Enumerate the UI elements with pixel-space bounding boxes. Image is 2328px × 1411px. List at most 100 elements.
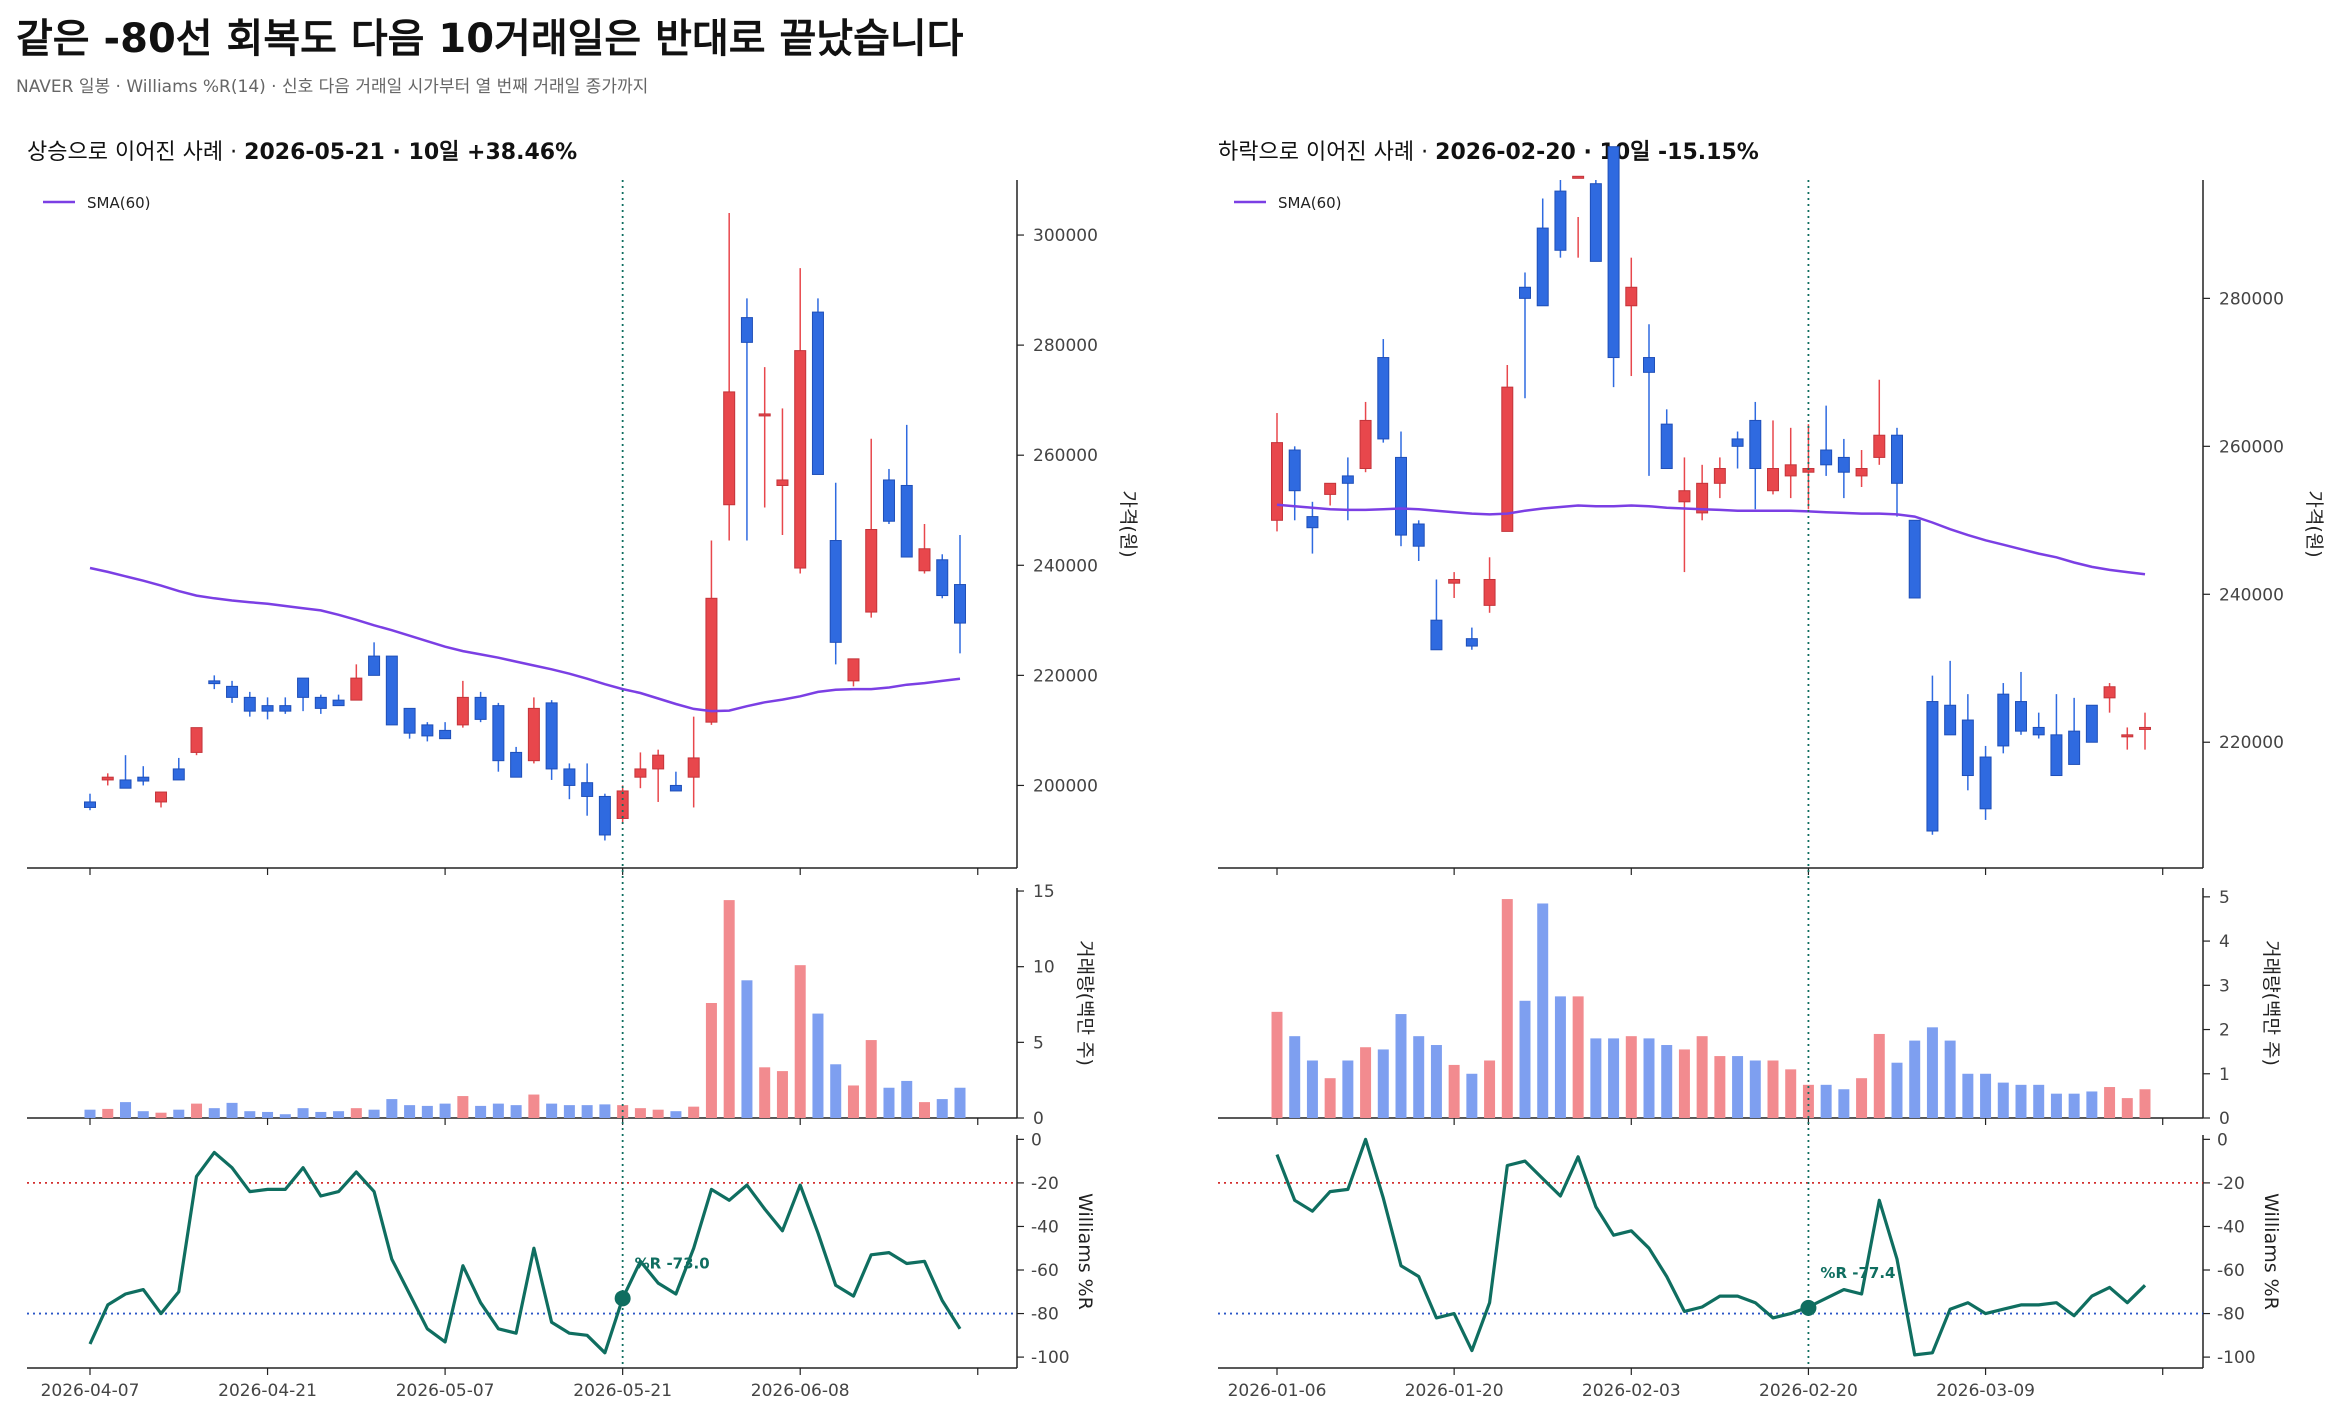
right-signal-label: %R -77.4 <box>1820 1264 1895 1282</box>
left-volume-bar <box>723 900 735 1118</box>
left-price-tick-label: 200000 <box>1033 776 1098 796</box>
right-volume-bar <box>1537 903 1549 1118</box>
left-volume-bar <box>262 1111 274 1118</box>
right-candle-body <box>1572 175 1585 179</box>
right-volume-tick-label: 0 <box>2219 1109 2230 1129</box>
right-volume-bar <box>1466 1073 1478 1118</box>
page-subtitle: NAVER 일봉 · Williams %R(14) · 신호 다음 거래일 시… <box>16 77 649 97</box>
right-panel-title: 하락으로 이어진 사례 · 2026-02-20 · 10일 -15.15% <box>1218 134 1759 166</box>
right-volume-bar <box>1448 1064 1460 1118</box>
left-volume-bar <box>208 1108 220 1118</box>
right-volume-tick-label: 1 <box>2219 1065 2230 1085</box>
right-candle-body <box>1820 449 1833 466</box>
left-volume-bar <box>457 1096 469 1118</box>
right-candle-body <box>1678 490 1691 503</box>
left-volume-bar <box>776 1071 788 1118</box>
left-price-tick-label: 280000 <box>1033 336 1098 356</box>
right-x-tick-label: 2026-02-20 <box>1759 1381 1858 1401</box>
right-volume-bar <box>2104 1087 2116 1118</box>
left-candle-body <box>829 540 842 643</box>
left-price-tick-label: 300000 <box>1033 226 1098 246</box>
right-volume-bar <box>1608 1038 1620 1118</box>
right-candle-body <box>1767 468 1779 492</box>
right-x-tick-label: 2026-02-03 <box>1582 1381 1681 1401</box>
left-candle-body <box>101 776 114 781</box>
left-candle-body <box>705 597 718 723</box>
right-candle-body <box>1696 482 1709 514</box>
right-volume-bar <box>1306 1060 1318 1118</box>
left-volume-bar <box>670 1111 682 1118</box>
right-candle-body <box>2121 734 2134 738</box>
left-candle-body <box>545 702 558 770</box>
left-x-tick-label: 2026-04-07 <box>41 1381 140 1401</box>
left-signal-marker <box>614 1290 631 1307</box>
right-candle-body <box>2050 734 2063 777</box>
right-candle-body <box>2085 704 2098 743</box>
right-candle-body <box>2068 730 2081 765</box>
right-volume-bar <box>2139 1089 2151 1118</box>
right-candle-body <box>1731 438 1744 447</box>
left-candle-body <box>794 350 807 569</box>
right-volume-bar <box>2033 1084 2045 1118</box>
left-volume-bar <box>847 1085 859 1118</box>
left-candle-body <box>740 317 753 343</box>
left-legend-label: SMA(60) <box>87 194 151 212</box>
right-candle-body <box>1643 357 1655 373</box>
right-volume-bar <box>1732 1056 1744 1118</box>
left-volume-bar <box>741 980 753 1118</box>
left-volume-bar <box>350 1108 362 1118</box>
left-candle-body <box>350 677 363 701</box>
left-candle-body <box>510 751 523 778</box>
left-volume-bar <box>297 1108 309 1118</box>
right-volume-bar <box>1413 1036 1425 1118</box>
right-price-tick-label: 260000 <box>2219 437 2284 457</box>
right-candle-body <box>1961 719 1974 777</box>
right-volume-bar <box>1289 1036 1301 1118</box>
left-volume-tick-label: 10 <box>1033 958 1055 978</box>
right-volume-bar <box>1484 1060 1496 1118</box>
right-candle-body <box>1944 704 1957 736</box>
left-candle-body <box>918 548 931 572</box>
right-wr-tick-label: 0 <box>2217 1130 2228 1150</box>
right-volume-bar <box>1838 1089 1850 1118</box>
left-panel-title-prefix: 상승으로 이어진 사례 · <box>27 140 245 165</box>
left-volume-bar <box>581 1105 593 1118</box>
right-volume-bar <box>1785 1069 1797 1118</box>
left-volume-tick-label: 15 <box>1033 882 1055 902</box>
left-volume-bar <box>475 1105 487 1118</box>
left-volume-bar <box>173 1109 185 1118</box>
left-wr-tick-label: -40 <box>1031 1217 1059 1237</box>
right-volume-bar <box>1519 1000 1531 1118</box>
right-candle-body <box>1625 286 1638 307</box>
right-volume-bar <box>1572 996 1584 1118</box>
left-candle-body <box>403 707 416 734</box>
right-candle-body <box>1536 227 1549 307</box>
right-candle-body <box>2139 726 2151 730</box>
right-volume-bar <box>2086 1091 2098 1118</box>
right-candle-body <box>1784 464 1797 477</box>
right-candle-body <box>1908 519 1921 599</box>
left-candle-body <box>421 724 434 737</box>
right-candle-body <box>1483 578 1496 606</box>
left-candle-body <box>492 705 505 762</box>
right-volume-bar <box>2121 1098 2133 1118</box>
left-candle-body <box>847 658 860 682</box>
right-candle-body <box>1837 456 1850 473</box>
left-volume-bar <box>794 965 806 1118</box>
left-price-axis-label: 가격(원) <box>1117 490 1139 557</box>
left-candle-body <box>652 754 665 770</box>
right-volume-bar <box>1767 1060 1779 1118</box>
left-x-tick-label: 2026-05-07 <box>396 1381 495 1401</box>
right-sma60-line <box>1276 503 2146 576</box>
right-volume-bar <box>1395 1014 1407 1118</box>
left-candle-body <box>261 705 274 712</box>
left-x-tick-label: 2026-04-21 <box>218 1381 317 1401</box>
left-candle-body <box>723 391 736 506</box>
right-x-tick-label: 2026-01-06 <box>1228 1381 1327 1401</box>
left-volume-bar <box>688 1106 700 1118</box>
right-volume-bar <box>1891 1062 1903 1118</box>
left-candle-body <box>190 727 203 753</box>
right-candle-body <box>1519 286 1531 299</box>
page-title: 같은 -80선 회복도 다음 10거래일은 반대로 끝났습니다 <box>16 16 964 62</box>
